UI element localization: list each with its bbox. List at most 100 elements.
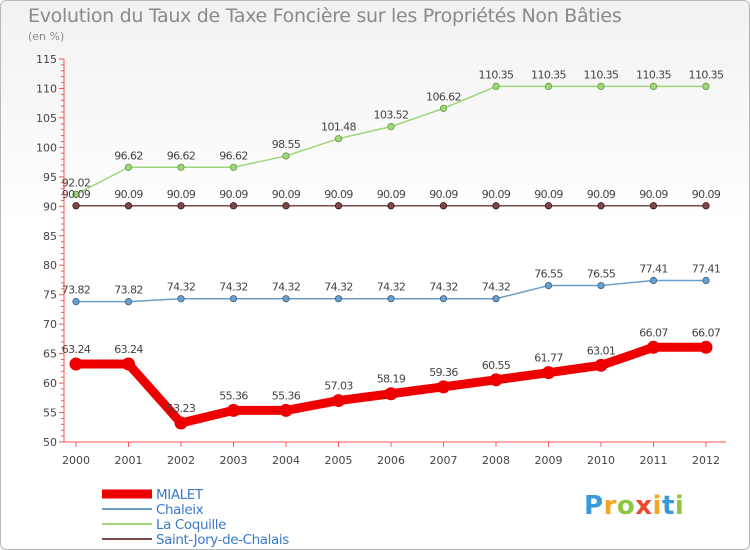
y-tick-label: 80 [43,259,57,272]
data-point [649,202,658,210]
data-label: 90.09 [114,188,143,201]
data-label: 96.62 [114,149,143,162]
data-label: 90.09 [324,188,353,201]
y-tick-label: 50 [43,436,57,449]
data-point [647,340,660,354]
data-point [649,82,658,90]
data-point [492,82,500,90]
data-label: 92.02 [62,176,91,189]
data-point [174,416,188,430]
data-label: 96.62 [167,149,196,162]
data-point [649,276,658,285]
data-point [702,202,710,210]
proxiti-logo: Proxiti [584,491,685,521]
series-lines [69,82,713,430]
data-label: 61.77 [534,352,563,365]
x-tick-label: 2008 [482,454,510,467]
x-tick-label: 2007 [430,454,458,467]
data-point [177,295,185,303]
data-point [124,202,133,210]
data-labels: 90.09 90.09 90.09 90.09 90.09 90.09 90.09 90.09… [62,68,725,415]
data-point [229,295,238,303]
data-label: 90.09 [219,188,248,201]
data-point [544,202,553,210]
data-point [544,281,553,290]
data-point [72,190,80,199]
data-point [387,123,395,131]
y-tick-label: 70 [43,318,57,331]
data-point [492,202,500,210]
data-label: 77.41 [639,262,668,275]
data-label: 103.52 [374,109,409,122]
data-point [229,202,238,210]
data-label: 90.09 [429,188,458,201]
data-point [124,163,133,171]
x-tick-label: 2006 [377,454,405,467]
data-label: 90.09 [167,188,196,201]
y-tick-label: 65 [43,348,57,361]
data-label: 74.32 [167,281,196,294]
data-label: 110.35 [584,68,619,81]
data-point [282,295,290,303]
data-label: 90.09 [272,188,301,201]
data-label: 98.55 [272,138,301,151]
x-tick-label: 2012 [692,454,720,467]
y-tick-label: 90 [43,200,57,213]
data-point [439,104,448,112]
x-tick-label: 2010 [587,454,615,467]
data-point [334,202,343,210]
data-label: 74.32 [482,281,511,294]
data-point [492,295,500,303]
data-label: 73.82 [62,284,91,297]
y-tick-label: 115 [36,53,57,66]
series-line-la-coquille [75,85,707,196]
data-point [227,403,240,417]
data-label: 55.36 [219,389,248,402]
data-label: 76.55 [534,268,563,281]
data-label: 73.82 [114,284,143,297]
x-tick-label: 2004 [272,454,300,467]
data-point [282,202,290,210]
axes: 50 55 60 65 70 75 80 85 90 95 100 105 110 115 2000 2001… [36,53,726,467]
y-unit-label: (en %) [28,30,65,43]
data-point [282,152,290,160]
data-point [387,295,395,303]
data-point [72,202,80,210]
data-point [699,340,713,354]
data-point [594,358,608,372]
data-label: 57.03 [324,380,353,393]
data-label: 96.62 [219,149,248,162]
y-tick-label: 110 [36,82,57,95]
data-label: 74.32 [429,281,458,294]
x-tick-label: 2009 [535,454,563,467]
data-point [437,380,450,394]
data-label: 74.32 [272,281,301,294]
data-point [597,82,605,90]
data-point [229,163,238,171]
data-label: 74.32 [219,281,248,294]
legend-label: La Coquille [156,517,226,533]
data-label: 90.09 [692,188,721,201]
data-label: 53.23 [167,402,196,415]
data-point [439,202,448,210]
y-tick-label: 55 [43,407,57,420]
data-point [124,298,133,306]
data-point [122,357,135,371]
data-point [72,298,80,306]
chart-title: Evolution du Taux de Taxe Foncière sur l… [28,5,622,27]
data-point [542,366,555,380]
data-label: 110.35 [479,68,514,81]
x-tick-label: 2002 [167,454,195,467]
data-point [597,202,605,210]
data-point [597,281,605,290]
data-point [384,387,398,401]
data-label: 110.35 [689,68,724,81]
data-label: 90.09 [62,188,91,201]
data-label: 110.35 [531,68,566,81]
y-tick-label: 60 [43,377,57,390]
data-label: 63.01 [587,344,616,357]
data-label: 66.07 [639,326,668,339]
data-label: 110.35 [636,68,671,81]
